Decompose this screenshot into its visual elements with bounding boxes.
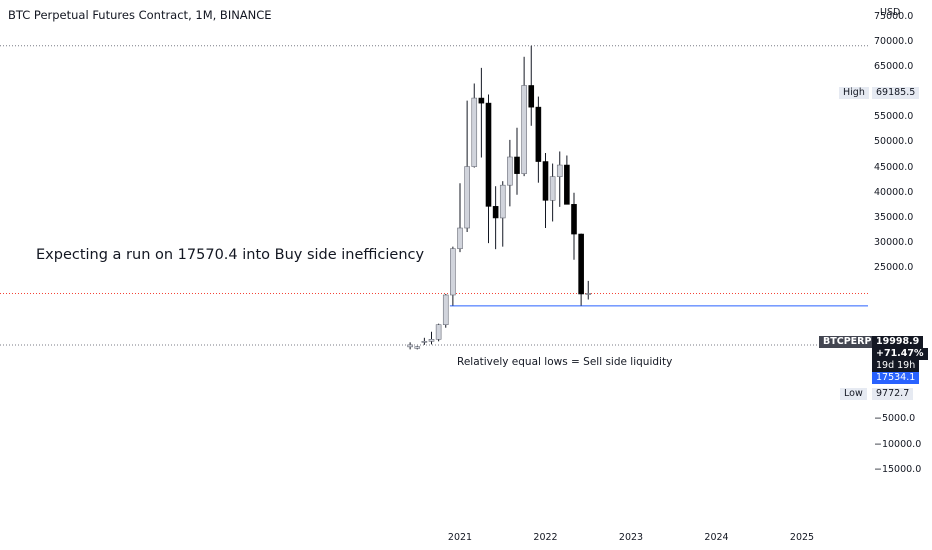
candle-body	[564, 164, 570, 205]
annotation-liquidity[interactable]: Relatively equal lows = Sell side liquid…	[457, 356, 673, 368]
candle-body	[556, 164, 563, 177]
time-tick-label: 2023	[618, 532, 644, 543]
candle-body	[478, 97, 485, 104]
candle-body	[464, 166, 470, 229]
low-label: Low	[840, 388, 867, 400]
candle-body	[499, 184, 506, 219]
horizontal-line-price-label: 17534.1	[872, 372, 920, 384]
candle-body	[428, 339, 435, 342]
price-tick-label: 40000.0	[874, 186, 914, 198]
change-label: +71.47%	[872, 348, 928, 360]
candle-body	[485, 102, 492, 207]
price-tick-label: 50000.0	[874, 136, 914, 148]
price-tick-label: 70000.0	[874, 35, 914, 47]
candle-body	[571, 204, 577, 235]
price-tick-label: 65000.0	[874, 60, 914, 72]
candle-body	[542, 161, 549, 201]
candle-body	[521, 85, 527, 174]
candle-body	[450, 248, 456, 296]
candle-body	[528, 85, 535, 108]
time-tick-label: 2022	[533, 532, 558, 543]
reference-lines	[0, 45, 868, 346]
candle-body	[457, 227, 463, 249]
price-tick-label: −15000.0	[874, 463, 922, 475]
candle-body	[435, 324, 442, 340]
price-tick-label: 55000.0	[874, 111, 914, 123]
last-price-label: 19998.9	[872, 336, 924, 348]
candle-body	[514, 156, 520, 174]
low-value-label: 9772.7	[872, 388, 914, 400]
candle-body	[414, 346, 421, 349]
candle-body	[585, 293, 592, 295]
high-value-label: 69185.5	[872, 87, 920, 99]
candle-body	[507, 156, 513, 186]
annotation-main[interactable]: Expecting a run on 17570.4 into Buy side…	[36, 247, 425, 263]
price-tick-label: −5000.0	[874, 413, 916, 425]
symbol-label: BTCPERP	[819, 336, 876, 348]
price-tick-label: 30000.0	[874, 237, 914, 249]
price-tick-label: 35000.0	[874, 211, 914, 223]
candle-body	[578, 233, 584, 295]
price-tick-label: −10000.0	[874, 438, 922, 450]
time-tick-label: 2025	[789, 532, 815, 543]
time-tick-label: 2024	[704, 532, 729, 543]
candles	[407, 45, 592, 350]
candle-body	[442, 294, 449, 326]
price-tick-label: 75000.0	[874, 10, 914, 22]
countdown-label: 19d 19h	[872, 360, 920, 372]
price-axis-unit: USD	[880, 7, 901, 18]
price-tick-label: 45000.0	[874, 161, 914, 173]
candle-body	[549, 176, 556, 201]
time-tick-label: 2021	[447, 532, 473, 543]
candle-body	[407, 344, 413, 348]
candle-body	[535, 106, 542, 162]
candle-body	[421, 341, 428, 343]
chart-title: BTC Perpetual Futures Contract, 1M, BINA…	[8, 8, 272, 22]
high-label: High	[839, 87, 869, 99]
candle-body	[492, 206, 499, 219]
price-tick-label: 25000.0	[874, 262, 914, 274]
candle-body	[471, 97, 478, 167]
